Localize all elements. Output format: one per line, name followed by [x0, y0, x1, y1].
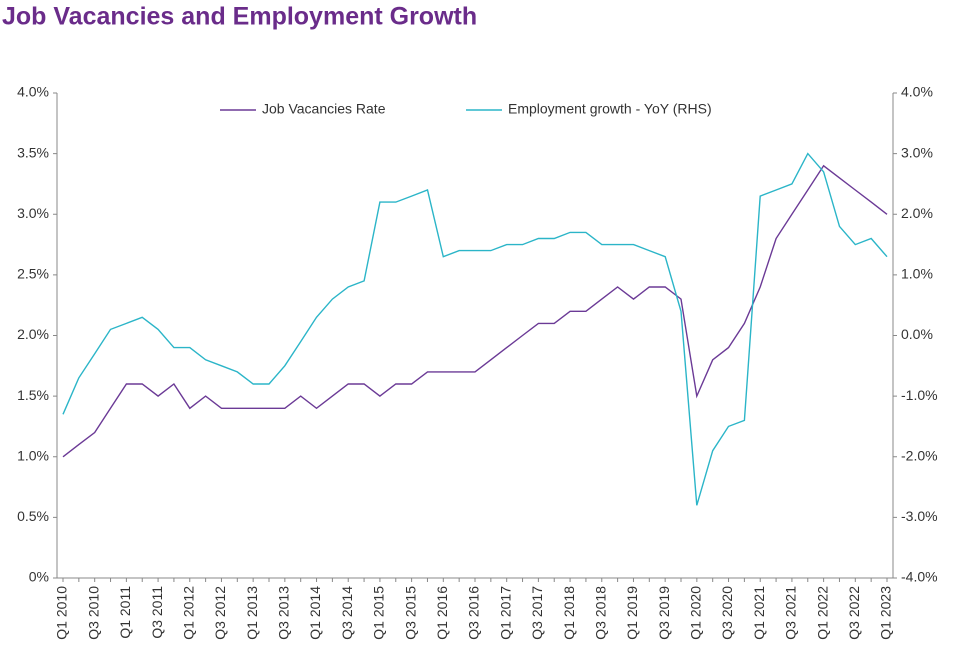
series-line [62, 164, 888, 458]
y-tick-label: 2.5% [17, 266, 49, 282]
y-tick-label: 0% [29, 569, 49, 585]
x-tick-label: Q1 2022 [814, 586, 830, 640]
y-tick-label: 1.0% [17, 447, 49, 463]
chart-title: Job Vacancies and Employment Growth [2, 3, 477, 31]
y-tick-label: 3.0% [17, 205, 49, 221]
x-tick-label: Q1 2023 [878, 586, 894, 640]
y-tick-label: 3.5% [17, 144, 49, 160]
x-tick-label: Q3 2014 [339, 586, 355, 640]
x-tick-label: Q1 2011 [117, 586, 133, 639]
x-tick-label: Q3 2013 [276, 586, 292, 640]
x-tick-label: Q1 2013 [244, 586, 260, 640]
x-tick-label: Q3 2019 [656, 586, 672, 640]
x-tick-label: Q3 2020 [719, 586, 735, 640]
y2-tick-label: -2.0% [901, 447, 938, 463]
y2-tick-label: 2.0% [901, 205, 933, 221]
y-tick-label: 2.0% [17, 326, 49, 342]
x-tick-label: Q1 2016 [434, 586, 450, 640]
y-tick-label: 1.5% [17, 387, 49, 403]
x-tick-label: Q1 2012 [180, 586, 196, 640]
y-tick-label: 4.0% [17, 84, 49, 100]
x-tick-label: Q1 2018 [561, 586, 577, 640]
x-tick-label: Q3 2021 [783, 586, 799, 640]
x-tick-label: Q1 2021 [751, 586, 767, 640]
y2-tick-label: 3.0% [901, 144, 933, 160]
legend-label: Job Vacancies Rate [262, 101, 386, 117]
y-tick-label: 0.5% [17, 508, 49, 524]
x-tick-label: Q3 2016 [466, 586, 482, 640]
x-tick-label: Q1 2017 [497, 586, 513, 640]
x-tick-label: Q1 2019 [624, 586, 640, 640]
x-tick-label: Q1 2015 [371, 586, 387, 640]
x-tick-label: Q1 2010 [54, 586, 70, 640]
y2-tick-label: 0.0% [901, 326, 933, 342]
x-tick-label: Q3 2011 [149, 586, 165, 639]
x-tick-label: Q3 2022 [846, 586, 862, 640]
y2-tick-label: 1.0% [901, 266, 933, 282]
y2-tick-label: -4.0% [901, 569, 938, 585]
y2-tick-label: -1.0% [901, 387, 938, 403]
y2-tick-label: -3.0% [901, 508, 938, 524]
y2-tick-label: 4.0% [901, 84, 933, 100]
x-tick-label: Q3 2018 [592, 586, 608, 640]
x-tick-label: Q3 2015 [402, 586, 418, 640]
series-line [62, 152, 888, 506]
legend-label: Employment growth - YoY (RHS) [508, 101, 712, 117]
x-tick-label: Q3 2010 [85, 586, 101, 640]
x-tick-label: Q1 2020 [688, 586, 704, 640]
x-tick-label: Q1 2014 [307, 586, 323, 640]
x-tick-label: Q3 2017 [529, 586, 545, 640]
x-tick-label: Q3 2012 [212, 586, 228, 640]
